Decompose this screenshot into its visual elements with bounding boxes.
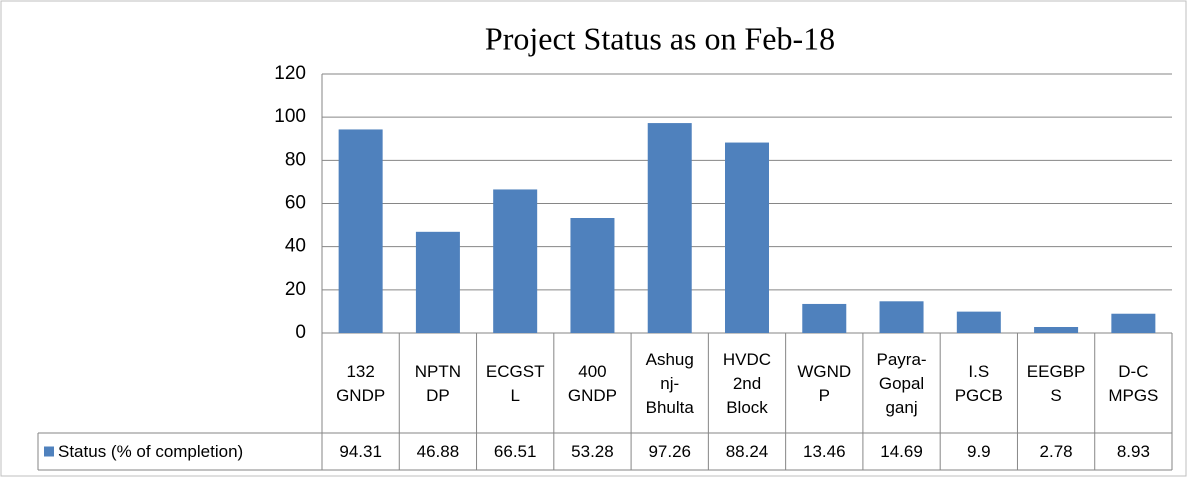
x-tick-label: 132 GNDP bbox=[336, 362, 385, 405]
table-value: 14.69 bbox=[880, 442, 923, 461]
legend-label: Status (% of completion) bbox=[58, 442, 243, 461]
table-value: 2.78 bbox=[1040, 442, 1073, 461]
bar bbox=[570, 218, 615, 333]
y-tick-label: 80 bbox=[285, 149, 306, 170]
table-value: 13.46 bbox=[803, 442, 846, 461]
x-tick-label: WGND P bbox=[797, 362, 851, 405]
bar bbox=[1111, 313, 1156, 333]
x-tick-label: HVDC 2nd Block bbox=[723, 350, 771, 417]
bar bbox=[647, 123, 692, 333]
table-value: 66.51 bbox=[494, 442, 537, 461]
chart-title: Project Status as on Feb-18 bbox=[485, 20, 835, 56]
bar bbox=[725, 142, 769, 333]
y-tick-label: 120 bbox=[274, 63, 306, 84]
x-tick-label: D-C MPGS bbox=[1108, 362, 1158, 405]
bar bbox=[879, 301, 924, 333]
x-tick-label: 400 GNDP bbox=[568, 362, 617, 405]
bar bbox=[1034, 326, 1079, 333]
x-tick-label: Ashug nj-Bhulta bbox=[646, 350, 695, 417]
x-tick-label: Payra-Gopal ganj bbox=[877, 350, 927, 417]
x-tick-label: NPTN DP bbox=[415, 362, 461, 405]
table-value: 94.31 bbox=[339, 442, 382, 461]
y-tick-label: 0 bbox=[295, 322, 306, 343]
legend-swatch bbox=[44, 446, 54, 457]
bar bbox=[493, 189, 538, 333]
table-value: 97.26 bbox=[648, 442, 691, 461]
y-tick-label: 20 bbox=[285, 279, 306, 300]
table-value: 8.93 bbox=[1117, 442, 1150, 461]
y-tick-label: 40 bbox=[285, 236, 306, 257]
table-value: 46.88 bbox=[417, 442, 460, 461]
table-value: 88.24 bbox=[726, 442, 769, 461]
x-tick-label: ECGST L bbox=[486, 362, 545, 405]
y-tick-label: 100 bbox=[274, 106, 306, 127]
bar bbox=[415, 231, 460, 333]
table-value: 9.9 bbox=[967, 442, 991, 461]
bar bbox=[338, 129, 383, 333]
bar bbox=[802, 303, 847, 333]
table-value: 53.28 bbox=[571, 442, 614, 461]
y-tick-label: 60 bbox=[285, 193, 306, 214]
x-tick-label: EEGBP S bbox=[1027, 362, 1086, 405]
bar bbox=[956, 311, 1001, 333]
x-tick-label: I.S PGCB bbox=[955, 362, 1003, 405]
